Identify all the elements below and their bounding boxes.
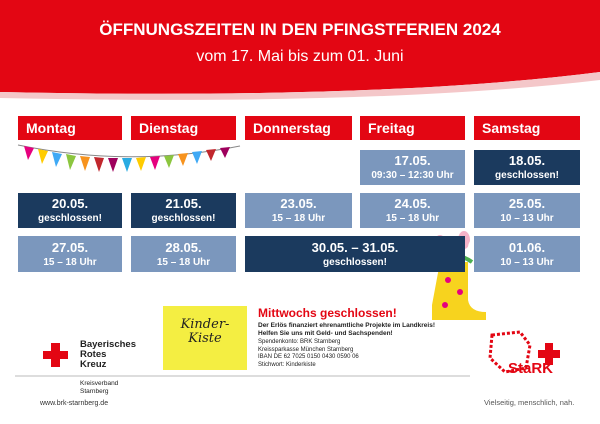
day-header: Samstag	[474, 116, 580, 140]
date: 27.05.	[51, 239, 89, 255]
bank-line: IBAN DE 62 7025 0150 0430 0590 06	[258, 354, 359, 360]
notice-heading: Mittwochs geschlossen!	[258, 306, 397, 320]
day-cell: 28.05. 15 – 18 Uhr	[131, 236, 236, 272]
date: 01.06.	[508, 239, 546, 255]
hours: 10 – 13 Uhr	[500, 256, 554, 268]
date: 30.05. – 31.05.	[311, 239, 399, 255]
brk-cross	[43, 343, 68, 367]
hours: geschlossen!	[151, 213, 216, 224]
date: 23.05.	[280, 196, 317, 211]
day-cell: 23.05. 15 – 18 Uhr	[245, 193, 352, 228]
stark-name: StaRK	[508, 360, 554, 377]
day-header: Donnerstag	[245, 116, 352, 140]
date: 17.05.	[394, 153, 431, 168]
brk-unit-line: Kreisverband	[80, 380, 119, 387]
hours: 10 – 13 Uhr	[500, 213, 554, 224]
date: 24.05.	[394, 196, 431, 211]
hours: geschlossen!	[323, 256, 387, 268]
day-header: Montag	[18, 116, 122, 140]
brk-name-line: Rotes	[80, 349, 107, 360]
day-cell: 17.05. 09:30 – 12:30 Uhr	[360, 150, 465, 185]
hours: 15 – 18 Uhr	[156, 256, 211, 268]
date: 20.05.	[51, 196, 89, 211]
day-cell: 20.05. geschlossen!	[18, 193, 122, 228]
notice-text: Der Erlös finanziert ehrenamtliche Proje…	[258, 322, 435, 338]
day-cell: 25.05. 10 – 13 Uhr	[474, 193, 580, 228]
header-band	[0, 0, 600, 94]
day-cell: 27.05. 15 – 18 Uhr	[18, 236, 122, 272]
hours: 15 – 18 Uhr	[385, 213, 440, 224]
day-cell: 01.06. 10 – 13 Uhr	[474, 236, 580, 272]
notice-line: Der Erlös finanziert ehrenamtliche Proje…	[258, 322, 436, 329]
day-cell: 21.05. geschlossen!	[131, 193, 236, 228]
hours: 15 – 18 Uhr	[271, 213, 326, 224]
date: 28.05.	[165, 239, 202, 255]
stark-tagline: Vielseitig, menschlich, nah.	[484, 398, 575, 407]
date: 25.05.	[508, 196, 546, 211]
date: 21.05.	[165, 196, 202, 211]
day-cell: 24.05. 15 – 18 Uhr	[360, 193, 465, 228]
header-swoosh	[0, 72, 600, 100]
day-cell: 18.05. geschlossen!	[474, 150, 580, 185]
bank-line: Stichwort: Kinderkiste	[258, 361, 316, 368]
hours: geschlossen!	[38, 213, 102, 224]
stark-map	[488, 330, 532, 374]
brk-unit-line: Starnberg	[80, 388, 109, 395]
bank-line: Spendenkonto: BRK Starnberg	[258, 339, 341, 345]
brk-name: Bayerisches Rotes Kreuz	[80, 340, 136, 370]
notice-line: Helfen Sie uns mit Geld- und Sachspenden…	[258, 330, 393, 337]
day-header: Freitag	[360, 116, 465, 140]
footer-url: www.brk-starnberg.de	[40, 400, 109, 407]
bank-line: Kreissparkasse München Starnberg	[258, 346, 354, 353]
day-cell: 30.05. – 31.05. geschlossen!	[245, 236, 465, 272]
day-header: Dienstag	[131, 116, 236, 140]
date: 18.05.	[508, 153, 546, 168]
hours: 15 – 18 Uhr	[43, 256, 97, 268]
kinderkiste-box	[163, 306, 247, 370]
kinderkiste-logo: Kinder- Kiste	[163, 318, 247, 346]
bank-details: Spendenkonto: BRK Starnberg Kreissparkas…	[258, 339, 359, 369]
kinderkiste-line: Kiste	[188, 331, 222, 346]
brk-unit: Kreisverband Starnberg	[80, 380, 118, 396]
brk-name-line: Kreuz	[80, 359, 107, 370]
hours: geschlossen!	[495, 170, 559, 181]
hours: 09:30 – 12:30 Uhr	[371, 170, 454, 181]
kinderkiste-line: Kinder-	[180, 317, 230, 332]
title: ÖFFNUNGSZEITEN IN DEN PFINGSTFERIEN 2024	[99, 20, 501, 39]
stark-cross	[538, 343, 560, 365]
bunting	[17, 144, 241, 172]
brk-name-line: Bayerisches	[80, 339, 136, 350]
subtitle: vom 17. Mai bis zum 01. Juni	[196, 48, 404, 65]
